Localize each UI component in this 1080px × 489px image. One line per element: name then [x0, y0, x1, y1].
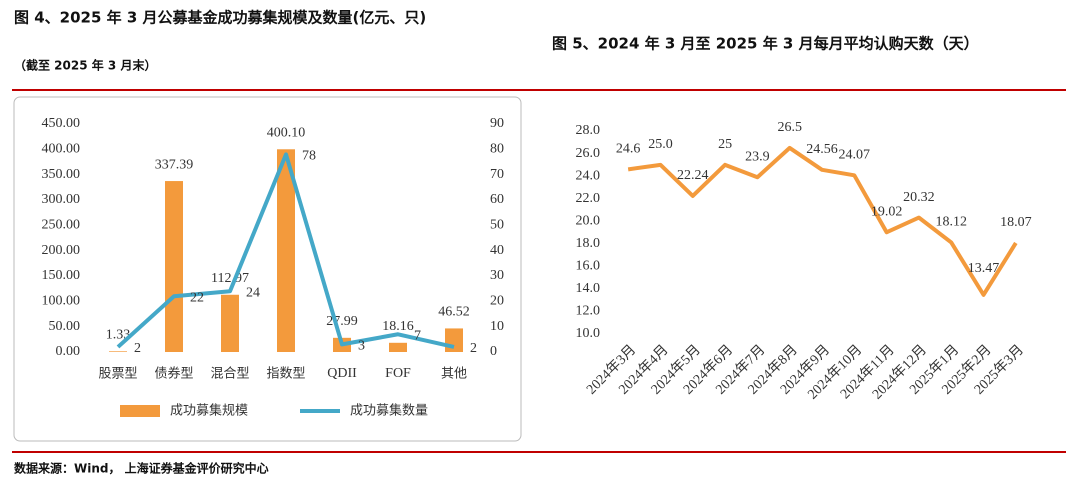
- y-tick-label: 50.00: [49, 319, 81, 334]
- data-label: 18.16: [382, 319, 414, 334]
- y2-tick-label: 20: [490, 294, 504, 309]
- data-label: 25: [718, 137, 732, 152]
- source: 数据来源：Wind， 上海证券基金评价研究中心: [14, 461, 269, 476]
- data-label: 22: [190, 290, 204, 305]
- y2-tick-label: 10: [490, 319, 504, 334]
- legend-label: 成功募集规模: [170, 403, 248, 419]
- line: [116, 152, 455, 349]
- data-label: 19.02: [871, 204, 903, 219]
- x-tick-label: 其他: [441, 367, 467, 382]
- data-label: 24.6: [616, 142, 641, 157]
- bar: [389, 342, 407, 352]
- data-label: 22.24: [677, 168, 709, 183]
- data-label: 26.5: [777, 120, 802, 135]
- y-tick-label: 14.0: [576, 281, 601, 296]
- y-tick-label: 20.0: [576, 213, 601, 228]
- bar: [165, 181, 183, 352]
- y2-tick-label: 80: [490, 142, 504, 157]
- data-label: 24.56: [806, 142, 838, 157]
- y2-tick-label: 40: [490, 243, 504, 258]
- data-label: 78: [302, 149, 316, 164]
- y-tick-label: 150.00: [42, 268, 81, 283]
- data-label: 24: [246, 285, 260, 300]
- x-tick-label: 混合型: [210, 367, 249, 382]
- y2-tick-label: 0: [490, 344, 497, 359]
- legend-swatch: [120, 405, 160, 417]
- data-label: 25.0: [648, 137, 673, 152]
- y-tick-label: 28.0: [576, 123, 601, 138]
- data-label: 20.32: [903, 190, 935, 205]
- x-tick-label: 指数型: [266, 367, 305, 382]
- bar: [277, 149, 295, 352]
- bar: [445, 328, 463, 352]
- data-label: 7: [414, 328, 421, 343]
- y-tick-label: 18.0: [576, 236, 601, 251]
- y2-tick-label: 50: [490, 218, 504, 233]
- data-label: 18.12: [935, 215, 967, 230]
- data-label: 337.39: [155, 157, 194, 172]
- data-label: 27.99: [326, 314, 358, 329]
- bar: [109, 351, 127, 352]
- data-label: 24.07: [839, 148, 871, 163]
- y-tick-label: 350.00: [42, 167, 81, 182]
- x-tick-label: 股票型: [98, 367, 137, 382]
- chart-frame: [13, 96, 522, 442]
- y-tick-label: 200.00: [42, 243, 81, 258]
- data-label: 13.47: [968, 261, 1000, 276]
- y-tick-label: 250.00: [42, 218, 81, 233]
- x-tick-label: QDII: [327, 366, 357, 381]
- y-tick-label: 16.0: [576, 259, 601, 274]
- y-tick-label: 100.00: [42, 294, 81, 309]
- x-tick-label: FOF: [385, 366, 411, 381]
- data-label: 46.52: [438, 305, 470, 320]
- data-label: 18.07: [1000, 215, 1032, 230]
- data-label: 3: [358, 339, 365, 354]
- y2-tick-label: 70: [490, 167, 504, 182]
- y-tick-label: 22.0: [576, 191, 601, 206]
- y-tick-label: 10.0: [576, 326, 601, 341]
- y-tick-label: 26.0: [576, 146, 601, 161]
- y2-tick-label: 90: [490, 116, 504, 131]
- y-tick-label: 0.00: [56, 344, 81, 359]
- x-tick-label: 债券型: [154, 366, 193, 382]
- y-tick-label: 24.0: [576, 168, 601, 183]
- figure-subtitle: （截至 2025 年 3 月末）: [14, 58, 156, 73]
- data-label: 2: [134, 341, 141, 356]
- legend-label: 成功募集数量: [350, 403, 428, 419]
- data-label: 2: [470, 341, 477, 356]
- line: [627, 145, 1018, 297]
- figure-title: 图 5、2024 年 3 月至 2025 年 3 月每月平均认购天数（天）: [552, 35, 979, 53]
- y2-tick-label: 60: [490, 192, 504, 207]
- figure-title: 图 4、2025 年 3 月公募基金成功募集规模及数量(亿元、只): [14, 9, 426, 27]
- y-tick-label: 400.00: [42, 142, 81, 157]
- y-tick-label: 450.00: [42, 116, 81, 131]
- y-tick-label: 300.00: [42, 192, 81, 207]
- data-label: 400.10: [267, 126, 306, 141]
- y2-tick-label: 30: [490, 268, 504, 283]
- data-label: 112.97: [211, 271, 249, 286]
- data-label: 23.9: [745, 149, 770, 164]
- bar: [221, 294, 239, 352]
- y-tick-label: 12.0: [576, 304, 601, 319]
